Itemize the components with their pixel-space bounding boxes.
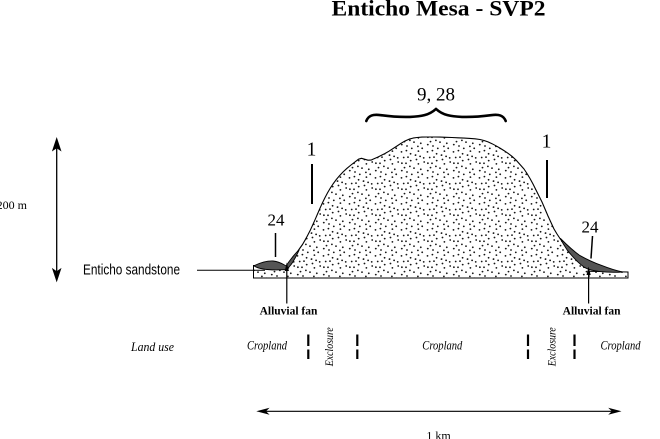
svg-text:9, 28: 9, 28 <box>417 85 455 106</box>
svg-text:Alluvial fan: Alluvial fan <box>563 306 621 318</box>
svg-text:200 m: 200 m <box>0 198 28 212</box>
svg-text:Alluvial fan: Alluvial fan <box>260 306 318 318</box>
svg-text:24: 24 <box>268 211 286 230</box>
svg-text:Exclosure: Exclosure <box>544 327 558 367</box>
svg-text:1 km: 1 km <box>426 429 451 439</box>
svg-text:Cropland: Cropland <box>601 339 642 353</box>
svg-text:1: 1 <box>307 140 317 161</box>
svg-text:Land use: Land use <box>130 339 174 354</box>
svg-text:24: 24 <box>582 218 600 237</box>
svg-text:Cropland: Cropland <box>422 339 463 353</box>
svg-text:Enticho sandstone: Enticho sandstone <box>83 263 180 279</box>
svg-text:Cropland: Cropland <box>247 339 288 353</box>
svg-text:1: 1 <box>542 132 552 153</box>
svg-text:Enticho Mesa - SVP2: Enticho Mesa - SVP2 <box>332 0 546 20</box>
svg-text:Exclosure: Exclosure <box>322 327 336 367</box>
